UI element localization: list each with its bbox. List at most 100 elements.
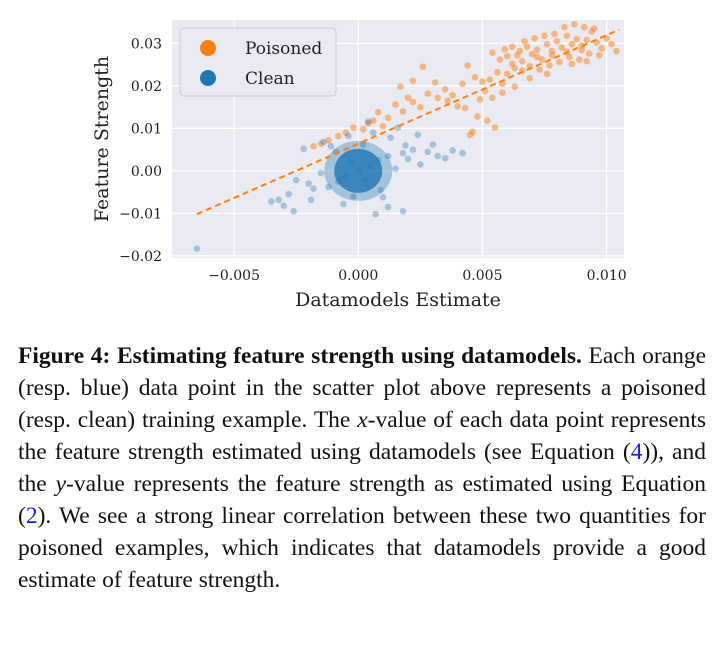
poisoned-point <box>578 46 586 54</box>
poisoned-point <box>486 76 494 83</box>
poisoned-point <box>521 37 528 45</box>
poisoned-point <box>583 57 591 65</box>
y-tick-label: −0.01 <box>119 206 162 222</box>
figure-caption: Figure 4: Estimating feature strength us… <box>18 340 706 596</box>
poisoned-point <box>404 94 412 102</box>
x-tick-label: −0.005 <box>208 268 260 284</box>
clean-point <box>340 200 347 208</box>
poisoned-point <box>561 23 568 31</box>
caption-text: -value represents the feature strength a… <box>18 471 707 529</box>
legend-box <box>179 27 337 97</box>
poisoned-point <box>397 83 404 91</box>
poisoned-point <box>409 98 417 106</box>
poisoned-point <box>508 43 516 51</box>
clean-point <box>327 142 335 150</box>
legend: Poisoned Clean <box>179 27 337 97</box>
poisoned-point <box>526 74 533 82</box>
poisoned-point <box>484 117 491 125</box>
caption-var-x: x <box>357 407 368 433</box>
scatter-chart: −0.005 0.000 0.005 0.010 −0.02 −0.01 0.00 0.01 0… <box>91 20 627 311</box>
clean-point <box>434 152 442 160</box>
clean-point <box>374 156 382 164</box>
legend-label-poisoned: Poisoned <box>245 39 322 59</box>
poisoned-point <box>568 60 576 68</box>
x-tick-label: 0.010 <box>587 268 627 284</box>
clean-point <box>387 134 394 142</box>
equation-2-link[interactable]: 2 <box>25 503 38 529</box>
clean-point <box>325 183 332 191</box>
clean-point <box>193 245 201 252</box>
poisoned-point <box>325 136 332 144</box>
clean-point <box>320 138 327 146</box>
poisoned-point <box>469 128 476 136</box>
poisoned-point <box>499 89 506 96</box>
clean-point <box>417 161 424 168</box>
clean-point <box>441 154 449 162</box>
poisoned-point <box>546 62 553 69</box>
poisoned-point <box>585 50 593 57</box>
equation-4-link[interactable]: 4 <box>630 439 643 465</box>
caption-text: )), and the <box>18 439 706 497</box>
clean-point <box>399 207 407 215</box>
poisoned-point <box>384 114 392 122</box>
poisoned-point <box>595 51 603 59</box>
clean-point <box>384 203 392 211</box>
clean-point <box>424 148 432 156</box>
clean-point <box>449 147 456 154</box>
caption-text: ). We see a strong linear correlation be… <box>18 503 706 593</box>
clean-density-cloud <box>324 140 393 201</box>
poisoned-point <box>449 91 456 99</box>
poisoned-point <box>489 49 496 57</box>
clean-point <box>335 178 342 185</box>
poisoned-point <box>464 62 471 69</box>
x-tick-label: 0.000 <box>338 268 378 284</box>
clean-point <box>290 207 297 215</box>
clean-point <box>409 146 417 153</box>
trendline <box>196 28 620 216</box>
poisoned-point <box>417 103 424 111</box>
poisoned-point <box>444 97 451 105</box>
clean-point <box>414 131 422 139</box>
y-tick-label: −0.02 <box>119 249 162 265</box>
clean-point <box>379 193 387 201</box>
clean-point <box>372 210 379 218</box>
poisoned-point <box>548 51 556 59</box>
clean-point <box>399 149 407 157</box>
clean-point <box>354 167 362 175</box>
poisoned-point <box>533 46 541 54</box>
poisoned-point <box>431 79 439 86</box>
clean-point <box>268 198 275 205</box>
poisoned-point <box>503 52 511 60</box>
clean-point <box>429 141 437 148</box>
poisoned-point <box>454 102 461 110</box>
clean-point <box>317 169 325 177</box>
poisoned-point <box>459 80 466 88</box>
caption-lead: Figure 4: Estimating feature strength us… <box>18 343 582 369</box>
poisoned-point <box>533 53 541 61</box>
y-tick-label: 0.00 <box>131 164 162 180</box>
poisoned-point <box>392 101 399 108</box>
poisoned-point <box>409 77 417 85</box>
clean-point <box>349 193 357 200</box>
poisoned-point <box>541 32 548 40</box>
clean-point <box>459 149 466 157</box>
y-tick-label: 0.02 <box>131 79 162 95</box>
clean-point <box>369 129 377 136</box>
poisoned-point <box>568 40 576 48</box>
poisoned-point <box>590 25 598 32</box>
poisoned-point <box>523 43 531 51</box>
poisoned-point <box>349 124 357 131</box>
caption-text: -value of each data point represents the… <box>18 407 706 465</box>
poisoned-point <box>494 68 501 76</box>
y-tick-label: 0.01 <box>131 121 162 137</box>
poisoned-point <box>489 94 496 102</box>
poisoned-point <box>424 90 432 97</box>
poisoned-point <box>369 117 377 125</box>
clean-point <box>280 202 288 210</box>
poisoned-point <box>518 57 526 65</box>
clean-point <box>347 158 355 165</box>
poisoned-point <box>575 56 583 63</box>
clean-point <box>402 142 409 149</box>
clean-point <box>310 185 317 193</box>
poisoned-point <box>543 40 551 48</box>
